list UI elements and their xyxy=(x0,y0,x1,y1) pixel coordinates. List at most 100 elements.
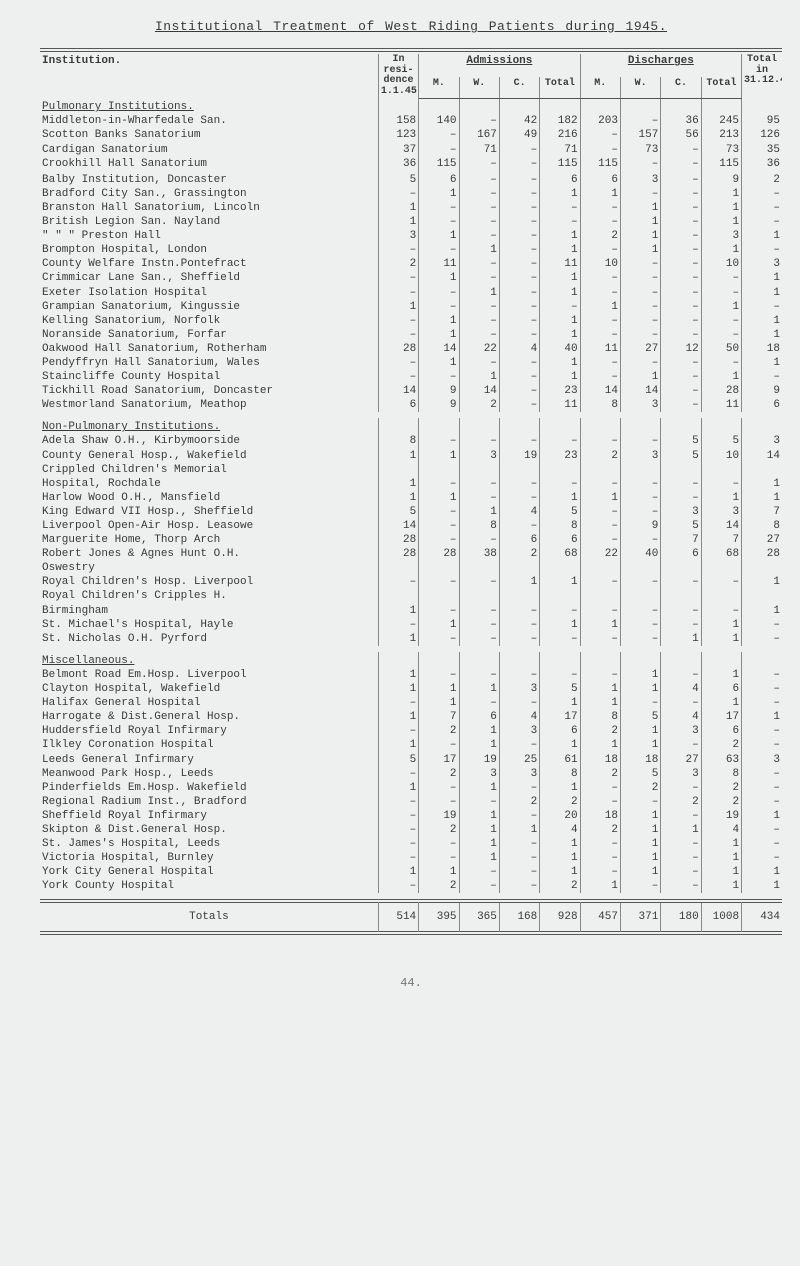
cell: 1 xyxy=(378,477,418,491)
cell: 8 xyxy=(701,767,741,781)
cell: 6 xyxy=(661,547,701,561)
cell: – xyxy=(661,384,701,398)
cell: – xyxy=(419,143,459,157)
cell: 1 xyxy=(620,724,660,738)
cell: 1 xyxy=(378,682,418,696)
cell: 5 xyxy=(661,449,701,463)
table-row: Liverpool Open-Air Hosp. Leasowe14–8–8–9… xyxy=(40,519,782,533)
cell: – xyxy=(378,356,418,370)
institution-name: Crippled Children's Memorial xyxy=(40,463,378,477)
table-row: Noranside Sanatorium, Forfar–1––1––––1 xyxy=(40,328,782,342)
cell: 1 xyxy=(620,229,660,243)
cell: 23 xyxy=(540,449,580,463)
cell: 2 xyxy=(580,449,620,463)
institution-name: Ilkley Coronation Hospital xyxy=(40,738,378,752)
cell: – xyxy=(701,477,741,491)
cell: 6 xyxy=(378,398,418,412)
cell: 1 xyxy=(620,370,660,384)
cell: – xyxy=(742,781,782,795)
cell: – xyxy=(459,491,499,505)
institution-name: York City General Hospital xyxy=(40,865,378,879)
cell: 1 xyxy=(701,215,741,229)
table-row: Crimmicar Lane San., Sheffield–1––1––––1 xyxy=(40,271,782,285)
cell: 5 xyxy=(661,434,701,448)
cell: – xyxy=(580,632,620,646)
cell: – xyxy=(742,618,782,632)
table-row: York City General Hospital11––1–1–11 xyxy=(40,865,782,879)
cell: 3 xyxy=(620,398,660,412)
cell: – xyxy=(620,187,660,201)
cell: 36 xyxy=(661,114,701,128)
cell: – xyxy=(499,477,539,491)
cell: 4 xyxy=(499,342,539,356)
cell: – xyxy=(620,477,660,491)
cell: 9 xyxy=(701,173,741,187)
cell: – xyxy=(419,851,459,865)
cell: – xyxy=(661,738,701,752)
cell: 1 xyxy=(419,229,459,243)
cell: 38 xyxy=(459,547,499,561)
table-row: Crippled Children's Memorial xyxy=(40,463,782,477)
cell: 1 xyxy=(540,286,580,300)
cell: – xyxy=(540,668,580,682)
institution-name: Royal Children's Cripples H. xyxy=(40,589,378,603)
cell: 1 xyxy=(742,575,782,589)
cell: – xyxy=(459,604,499,618)
cell: 4 xyxy=(661,682,701,696)
table-row: British Legion San. Nayland1–––––1–1– xyxy=(40,215,782,229)
cell: 1 xyxy=(701,618,741,632)
cell: 1 xyxy=(701,370,741,384)
cell: 3 xyxy=(661,505,701,519)
cell: – xyxy=(661,243,701,257)
cell: – xyxy=(499,384,539,398)
cell: – xyxy=(580,851,620,865)
cell: – xyxy=(499,879,539,893)
cell: 245 xyxy=(701,114,741,128)
cell: – xyxy=(499,738,539,752)
cell: – xyxy=(499,271,539,285)
cell: 12 xyxy=(661,342,701,356)
cell: 3 xyxy=(499,682,539,696)
cell: 19 xyxy=(499,449,539,463)
institution-name: Clayton Hospital, Wakefield xyxy=(40,682,378,696)
institution-name: Kelling Sanatorium, Norfolk xyxy=(40,314,378,328)
cell: 1 xyxy=(419,271,459,285)
cell: 14 xyxy=(459,384,499,398)
cell: 1 xyxy=(540,243,580,257)
cell: 42 xyxy=(499,114,539,128)
cell: 1 xyxy=(459,286,499,300)
cell: 1 xyxy=(580,738,620,752)
cell: 2 xyxy=(499,547,539,561)
cell: 1 xyxy=(419,491,459,505)
cell: – xyxy=(580,143,620,157)
cell: – xyxy=(459,696,499,710)
cell: – xyxy=(580,519,620,533)
cell: – xyxy=(701,604,741,618)
cell: 6 xyxy=(580,173,620,187)
cell: 1 xyxy=(620,851,660,865)
cell: 9 xyxy=(620,519,660,533)
cell: 5 xyxy=(378,753,418,767)
cell: – xyxy=(459,668,499,682)
cell: – xyxy=(742,243,782,257)
cell: 28 xyxy=(378,342,418,356)
cell: 5 xyxy=(378,173,418,187)
institution-name: Leeds General Infirmary xyxy=(40,753,378,767)
col-dis-w: W. xyxy=(620,77,660,99)
cell: – xyxy=(661,187,701,201)
cell: – xyxy=(661,696,701,710)
cell: 1 xyxy=(701,837,741,851)
cell: – xyxy=(459,215,499,229)
cell: 1 xyxy=(378,449,418,463)
cell: 2 xyxy=(661,795,701,809)
cell: 1 xyxy=(419,618,459,632)
cell: 11 xyxy=(419,257,459,271)
cell: – xyxy=(620,314,660,328)
table-row: Leeds General Infirmary51719256118182763… xyxy=(40,753,782,767)
cell: – xyxy=(419,632,459,646)
cell: 2 xyxy=(378,257,418,271)
cell: – xyxy=(419,668,459,682)
cell: 27 xyxy=(620,342,660,356)
cell: – xyxy=(661,314,701,328)
cell: – xyxy=(419,505,459,519)
